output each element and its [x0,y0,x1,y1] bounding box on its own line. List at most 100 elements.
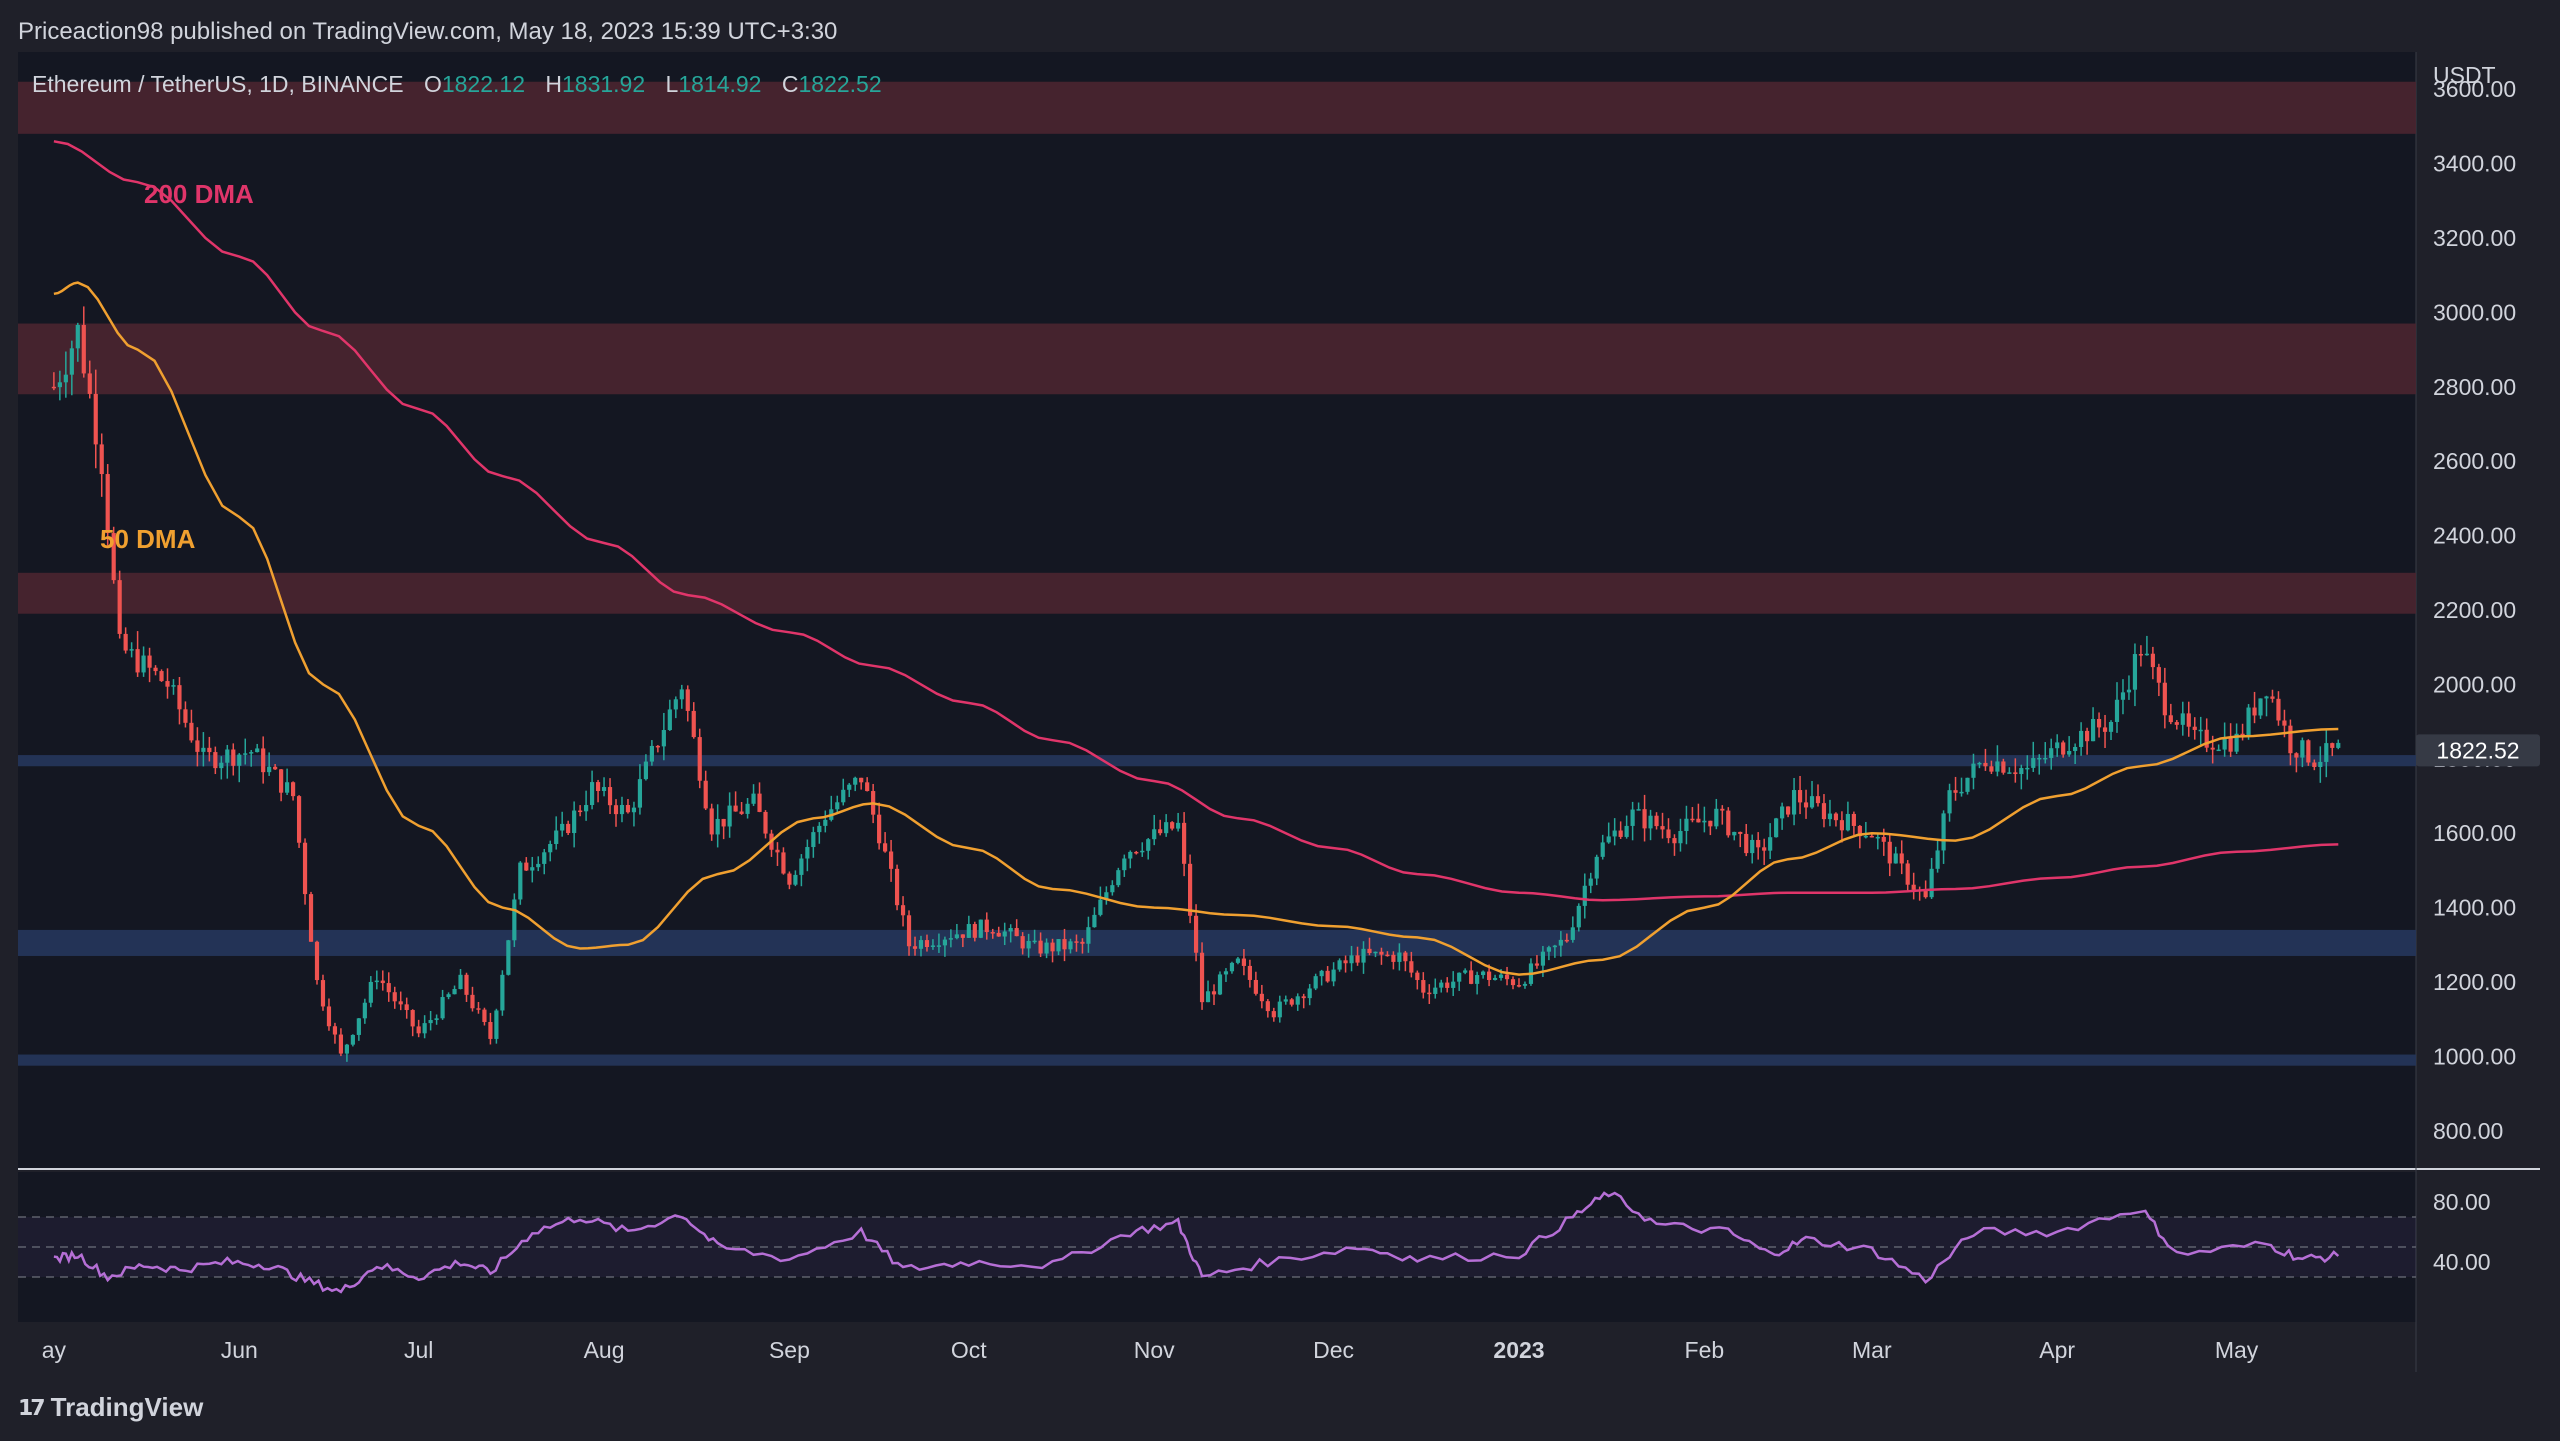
candle-body [787,873,792,885]
candle-body [213,752,218,769]
candle-body [2180,713,2185,725]
time-tick-label: Dec [1313,1337,1354,1363]
candle-body [972,924,977,938]
candle-body [1492,977,1498,981]
candle-body [81,324,86,374]
candle-body [649,745,654,762]
candle-body [105,474,110,534]
candle-body [1863,835,1868,838]
candle-body [1122,858,1127,871]
candle-body [1223,971,1229,975]
time-tick-label: Jul [404,1337,433,1363]
support-zone [18,1054,2416,1066]
candle-body [757,793,762,812]
candle-body [1116,870,1121,886]
candle-body [470,994,475,1009]
candle-body [2096,719,2102,728]
candle-body [1134,851,1139,854]
candle-body [548,843,553,853]
support-zone [18,755,2416,767]
candle-body [410,1010,415,1027]
candle-body [201,747,206,752]
candle-body [1349,955,1354,964]
candle-body [1187,863,1193,916]
candle-body [1325,970,1330,982]
candle-body [1875,836,1880,839]
candle-body [1038,940,1043,954]
candle-body [1833,813,1839,821]
candle-body [2168,715,2173,723]
candle-body [1582,885,1587,906]
candle-body [1259,993,1264,1002]
candle-body [2102,727,2108,732]
candle-body [805,847,810,859]
time-tick-label: ay [42,1337,67,1363]
candle-body [1768,837,1773,851]
candle-body [1486,971,1492,981]
candle-body [2216,749,2221,752]
candle-body [2013,772,2018,775]
candle-body [1809,796,1815,808]
candle-body [1367,948,1372,954]
candle-body [2174,722,2179,725]
candle-body [2246,707,2251,735]
candle-body [207,747,212,753]
candle-body [530,867,535,871]
candle-body [368,981,373,1003]
price-tick-label: 1600.00 [2433,820,2516,846]
candle-body [1552,945,1557,948]
time-tick-label: Feb [1685,1337,1725,1363]
candle-body [1289,999,1294,1005]
candle-body [1140,850,1145,853]
price-tick-label: 3000.00 [2433,299,2516,325]
candle-body [2312,762,2317,768]
price-axis[interactable] [2418,52,2560,1322]
candle-body [613,805,619,815]
candle-body [2156,667,2161,683]
candle-body [841,789,846,803]
legend-symbol: Ethereum / TetherUS, 1D, BINANCE O1822.1… [32,71,882,97]
candle-body [1570,927,1575,940]
candle-body [1606,836,1611,843]
candle-body [111,533,116,581]
candle-body [452,989,457,995]
candle-body [990,932,995,934]
candle-body [715,818,720,835]
candle-body [1110,885,1115,893]
candle-body [978,919,983,938]
candle-body [1803,802,1809,808]
candle-body [739,811,744,814]
candle-body [2222,737,2227,750]
candle-body [1905,863,1910,885]
candle-body [2138,654,2144,656]
candle-body [912,946,918,949]
candle-body [619,804,625,815]
candle-body [1337,960,1342,970]
candle-body [984,919,989,933]
candle-body [2019,768,2024,775]
candle-body [392,992,397,1002]
price-tick-label: 2000.00 [2433,671,2516,697]
candle-body [123,633,128,651]
candle-body [1827,813,1833,820]
candle-body [2079,730,2084,748]
candle-body [1618,830,1623,837]
candle-body [1331,969,1336,982]
candle-body [494,1010,499,1039]
candle-body [1845,813,1850,831]
candle-body [1504,974,1510,980]
candle-body [1935,850,1940,869]
candle-body [2025,767,2030,770]
candle-body [1451,981,1456,988]
candle-body [697,737,702,781]
candle-body [1558,939,1563,946]
candle-body [1475,975,1480,984]
candle-body [2162,682,2167,716]
candle-body [1104,892,1109,900]
candle-body [1205,991,1211,1003]
candle-body [536,863,541,868]
candle-body [2252,707,2257,716]
tradingview-logo[interactable]: 𝟭𝟳 TradingView [18,1392,203,1423]
candle-body [93,393,98,445]
